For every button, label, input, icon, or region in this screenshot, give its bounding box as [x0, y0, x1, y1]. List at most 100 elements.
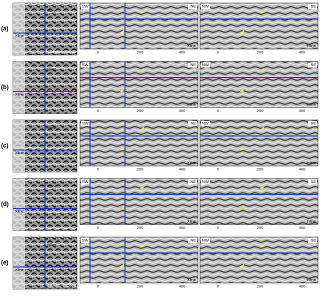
tick-label: 200 [257, 225, 264, 230]
corner-box [81, 238, 90, 243]
corner-label: SE [311, 179, 317, 184]
tick-label: 400 [299, 284, 306, 289]
tick-label: 200 [137, 284, 144, 289]
y-axis-label: Xline [15, 92, 25, 97]
tick-label: 0 [97, 284, 100, 289]
corner-label: NE [190, 121, 196, 126]
arrow [239, 243, 265, 268]
x-axis-label: Inline [47, 184, 57, 189]
corner-box [201, 4, 210, 9]
corner-box [81, 4, 90, 9]
corner-box [308, 179, 317, 185]
tick-label: 0 [217, 167, 220, 172]
axis-label: Inline [306, 160, 316, 165]
tick-label: 400 [299, 225, 306, 230]
corner-label: NW [202, 121, 209, 126]
axis-label: Xline [187, 43, 197, 48]
corner-label: NW [202, 62, 209, 67]
corner-label: NE [190, 4, 196, 9]
section [79, 236, 199, 284]
tick-label: 200 [137, 225, 144, 230]
x-axis-label: Inline [47, 242, 57, 247]
corner-box [188, 121, 197, 126]
tick-label: 400 [179, 225, 186, 230]
row-label: (e) [1, 261, 8, 267]
section [199, 178, 319, 225]
tick-label: 200 [257, 108, 264, 113]
corner-label: SE [311, 62, 317, 67]
tick-label: 400 [299, 50, 306, 55]
corner-box [81, 62, 90, 68]
tick-label: 200 [257, 50, 264, 55]
x-axis-label: Inline [47, 67, 57, 72]
corner-box [201, 238, 210, 243]
section [79, 119, 199, 167]
arrow [239, 67, 265, 92]
y-axis-label: Xline [15, 267, 25, 272]
corner-label: NW [202, 4, 209, 9]
depth-slice-mask [13, 120, 25, 172]
section [199, 119, 319, 167]
section [79, 2, 199, 50]
tick-label: 0 [217, 108, 220, 113]
arrow [239, 184, 265, 209]
arrow [119, 184, 145, 209]
corner-label: SW [82, 62, 89, 67]
corner-box [188, 62, 197, 68]
corner-label: NE [190, 62, 196, 67]
corner-label: SW [82, 238, 89, 243]
corner-label: NE [190, 238, 196, 243]
tick-label: 200 [137, 108, 144, 113]
corner-box [308, 121, 317, 126]
row-label: (c) [1, 144, 8, 150]
corner-box [188, 4, 197, 9]
tick-label: 200 [137, 167, 144, 172]
depth-slice-mask [13, 3, 25, 55]
tick-label: 400 [179, 50, 186, 55]
corner-box [308, 4, 317, 9]
corner-label: SE [311, 4, 317, 9]
axis-label: Xline [187, 219, 197, 224]
section [199, 2, 319, 50]
tick-label: 200 [257, 284, 264, 289]
arrow [119, 67, 145, 92]
row-label: (a) [1, 27, 8, 33]
arrow [119, 126, 145, 151]
corner-label: NW [202, 179, 209, 184]
x-axis-label: Inline [47, 125, 57, 130]
corner-label: SE [311, 238, 317, 243]
arrow [239, 126, 265, 151]
corner-box [81, 121, 90, 126]
axis-label: Inline [306, 102, 316, 107]
corner-box [188, 238, 197, 243]
arrow [239, 9, 265, 34]
corner-box [201, 121, 210, 126]
corner-label: SE [311, 121, 317, 126]
corner-box [308, 62, 317, 68]
arrow [119, 9, 145, 34]
section [79, 178, 199, 225]
y-axis-label: Xline [15, 150, 25, 155]
corner-box [308, 238, 317, 243]
corner-label: SW [82, 121, 89, 126]
depth-label: Depth = 800 m [50, 49, 77, 54]
corner-box [81, 179, 90, 185]
depth-label: Depth = 1000 m [47, 283, 76, 288]
tick-label: 0 [97, 225, 100, 230]
depth-slice-mask [13, 61, 25, 114]
tick-label: 400 [179, 108, 186, 113]
corner-label: SW [82, 4, 89, 9]
corner-box [188, 179, 197, 185]
tick-label: 400 [299, 108, 306, 113]
tick-label: 200 [137, 50, 144, 55]
y-axis-label: Xline [15, 209, 25, 214]
axis-label: Xline [187, 102, 197, 107]
section [199, 61, 319, 108]
tick-label: 0 [97, 108, 100, 113]
row-label: (b) [1, 85, 9, 91]
tick-label: 400 [179, 284, 186, 289]
arrow [119, 243, 145, 268]
axis-label: Xline [187, 160, 197, 165]
depth-slice-mask [13, 237, 25, 289]
